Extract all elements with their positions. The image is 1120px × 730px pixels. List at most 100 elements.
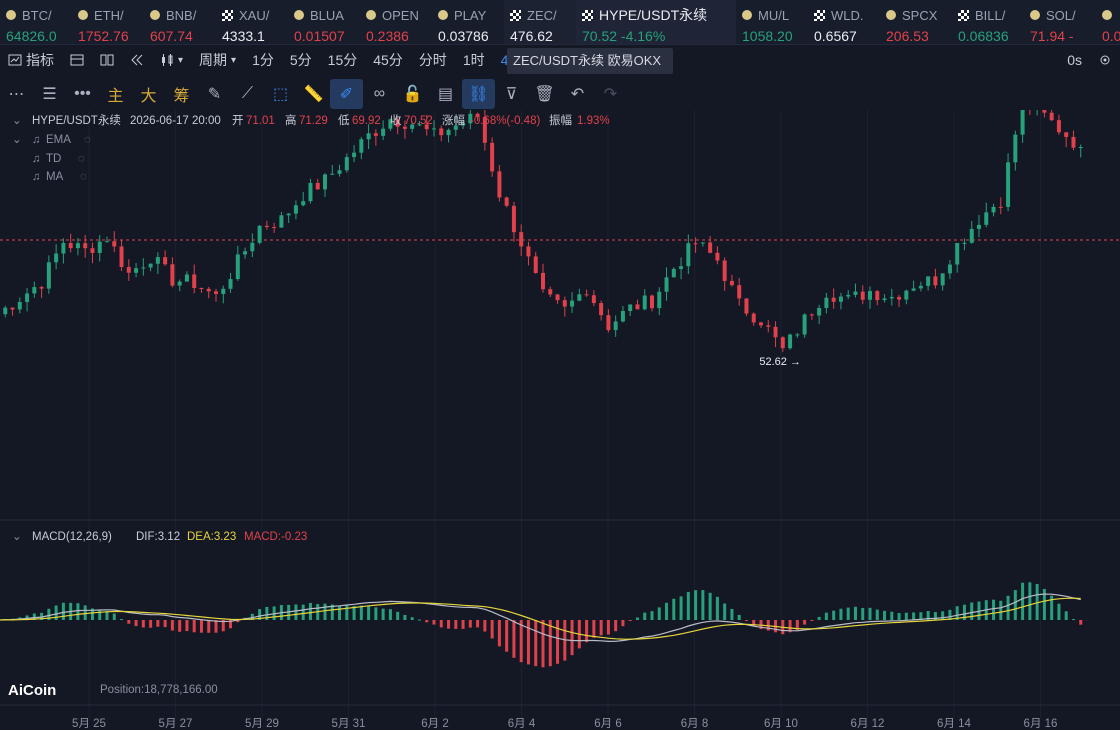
candle-body xyxy=(468,113,473,124)
candle-body xyxy=(293,205,298,214)
candle-body xyxy=(511,205,516,233)
interval-1m[interactable]: 1分 xyxy=(252,52,274,68)
ticker-item[interactable]: PLAY 0.03786 xyxy=(432,0,504,44)
split-button[interactable] xyxy=(92,45,122,75)
coin-icon xyxy=(886,10,896,20)
link-button[interactable]: ⛓ xyxy=(462,79,495,109)
chips-button[interactable]: 筹 xyxy=(173,88,190,105)
ticker-item[interactable]: OPEN 0.2386 xyxy=(360,0,432,44)
candle-body xyxy=(148,263,153,268)
chevron-icon: ⌄ xyxy=(12,531,22,543)
candle-body xyxy=(642,295,647,310)
ticker-item[interactable]: SPCX 206.53 xyxy=(880,0,952,44)
delete-button[interactable]: 🗑 xyxy=(528,79,561,109)
price-legend: ⌄ HYPE/USDT永续 2026-06-17 20:00 开 71.01 高… xyxy=(12,113,610,183)
macd-bar xyxy=(367,605,371,620)
interval-45m[interactable]: 45分 xyxy=(373,52,403,68)
candle-type-button[interactable]: ▾ xyxy=(152,45,191,75)
lock-icon: 🔓 xyxy=(402,86,423,103)
macd-bar xyxy=(955,606,959,620)
x-tick-label: 5月 27 xyxy=(159,718,193,730)
macd-name: MACD(12,26,9) xyxy=(32,531,112,543)
legend-open-label: 开 xyxy=(232,115,244,127)
ruler-button[interactable]: 📏 xyxy=(297,79,330,109)
macd-bar xyxy=(534,620,538,667)
big-order-button[interactable]: 大 xyxy=(140,88,157,105)
ticker-item[interactable]: HYPE/USDT永续 70.52 -4.16% xyxy=(576,0,736,44)
macd-bar xyxy=(723,603,727,620)
menu-button[interactable]: ☰ xyxy=(33,79,66,109)
ticker-item[interactable]: 0.02 xyxy=(1096,0,1120,44)
ticker-item[interactable]: ETH/1752.76 xyxy=(72,0,144,44)
ticker-item[interactable]: XAU/4333.1 xyxy=(216,0,288,44)
ticker-item[interactable]: BLUA 0.01507 xyxy=(288,0,360,44)
pattern-button[interactable]: ∞ xyxy=(363,79,396,109)
draw-tool-button[interactable]: ✎ xyxy=(198,79,231,109)
interval-5m[interactable]: 5分 xyxy=(289,52,312,68)
ticker-price: 1752.76 xyxy=(78,28,129,44)
macd-bar xyxy=(308,602,312,620)
interval-4h[interactable]: 4 xyxy=(500,52,509,68)
rewind-button[interactable] xyxy=(122,45,152,75)
macd-bar xyxy=(323,603,327,620)
macd-bar xyxy=(1021,582,1025,620)
lock-button[interactable]: 🔓 xyxy=(396,79,429,109)
candle-body xyxy=(962,242,967,244)
macd-bar xyxy=(54,605,58,620)
ticker-price: 0.02 xyxy=(1102,28,1120,44)
candle-body xyxy=(235,254,240,280)
macd-bar xyxy=(672,598,676,620)
candlestick-chart[interactable]: 76.94 →52.62 → 5月 25 5月 27 5月 29 5月 31 6月 2 6… xyxy=(0,110,1120,730)
candle-body xyxy=(955,243,960,265)
legend-chg-label: 涨幅 xyxy=(442,114,465,127)
ticker-item[interactable]: MU/L 1058.20 xyxy=(736,0,808,44)
magnet-button[interactable]: ✐ xyxy=(330,79,363,109)
ticker-item[interactable]: SOL/71.94 - xyxy=(1024,0,1096,44)
coin-icon xyxy=(582,9,593,21)
ticker-item[interactable]: BTC/64826.0 xyxy=(0,0,72,44)
candle-body xyxy=(679,266,684,269)
candle-body xyxy=(432,128,436,130)
main-force-button[interactable]: 主 xyxy=(107,88,124,105)
candle-body xyxy=(10,307,15,310)
filter-button[interactable]: ⊽ xyxy=(495,79,528,109)
candle-body xyxy=(918,285,923,289)
macd-bar xyxy=(679,596,683,620)
candle-body xyxy=(817,308,822,316)
ticker-price: 71.94 - xyxy=(1030,28,1074,44)
macd-bar xyxy=(265,606,269,620)
ticker-item[interactable]: BNB/607.74 xyxy=(144,0,216,44)
overlay-ma[interactable]: ♫ MA ◌ xyxy=(32,171,87,183)
trend-tool-button[interactable]: ⟋ xyxy=(231,79,264,109)
interval-15m[interactable]: 15分 xyxy=(327,52,358,68)
ticker-item[interactable]: BILL/0.06836 xyxy=(952,0,1024,44)
period-button[interactable]: 周期 ▾ xyxy=(191,45,244,75)
more-button[interactable]: ••• xyxy=(66,79,99,109)
candle-body xyxy=(395,119,400,127)
candle-body xyxy=(199,287,204,289)
macd-bar xyxy=(730,608,734,620)
layout-button[interactable] xyxy=(62,45,92,75)
macd-bar xyxy=(570,620,574,656)
macd-bar xyxy=(1028,582,1032,620)
trendline-icon: ⟋ xyxy=(241,85,254,102)
overlay-ema[interactable]: ⌄ ♫ EMA ◌ xyxy=(12,134,91,146)
macd-bar xyxy=(519,620,523,663)
toolbar-dots-button[interactable]: ⋯ xyxy=(0,79,33,109)
interval-1h[interactable]: 1时 xyxy=(462,52,485,68)
indicators-button[interactable]: 指标 xyxy=(0,45,62,75)
candle-body xyxy=(650,295,654,309)
undo-button[interactable]: ↶ xyxy=(561,79,594,109)
candle-body xyxy=(722,260,727,281)
ticker-item[interactable]: ZEC/476.62 xyxy=(504,0,576,44)
ticker-item[interactable]: WLD. 0.6567 xyxy=(808,0,880,44)
select-tool-button[interactable]: ⬚ xyxy=(264,79,297,109)
candle-body xyxy=(344,157,349,171)
macd-bar xyxy=(301,604,305,620)
overlay-td[interactable]: ♫ TD ◌ xyxy=(32,153,85,165)
interval-timeshare[interactable]: 分时 xyxy=(418,52,447,68)
macd-bar xyxy=(410,617,414,620)
settings-button[interactable] xyxy=(1090,45,1120,75)
hide-button[interactable]: ▤ xyxy=(429,79,462,109)
candle-body xyxy=(119,246,124,267)
